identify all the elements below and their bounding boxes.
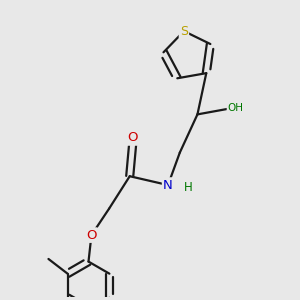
Text: S: S <box>180 25 188 38</box>
Text: OH: OH <box>228 103 244 113</box>
Text: N: N <box>163 178 173 192</box>
Text: O: O <box>86 229 97 242</box>
Text: H: H <box>184 182 193 194</box>
Text: O: O <box>128 131 138 144</box>
